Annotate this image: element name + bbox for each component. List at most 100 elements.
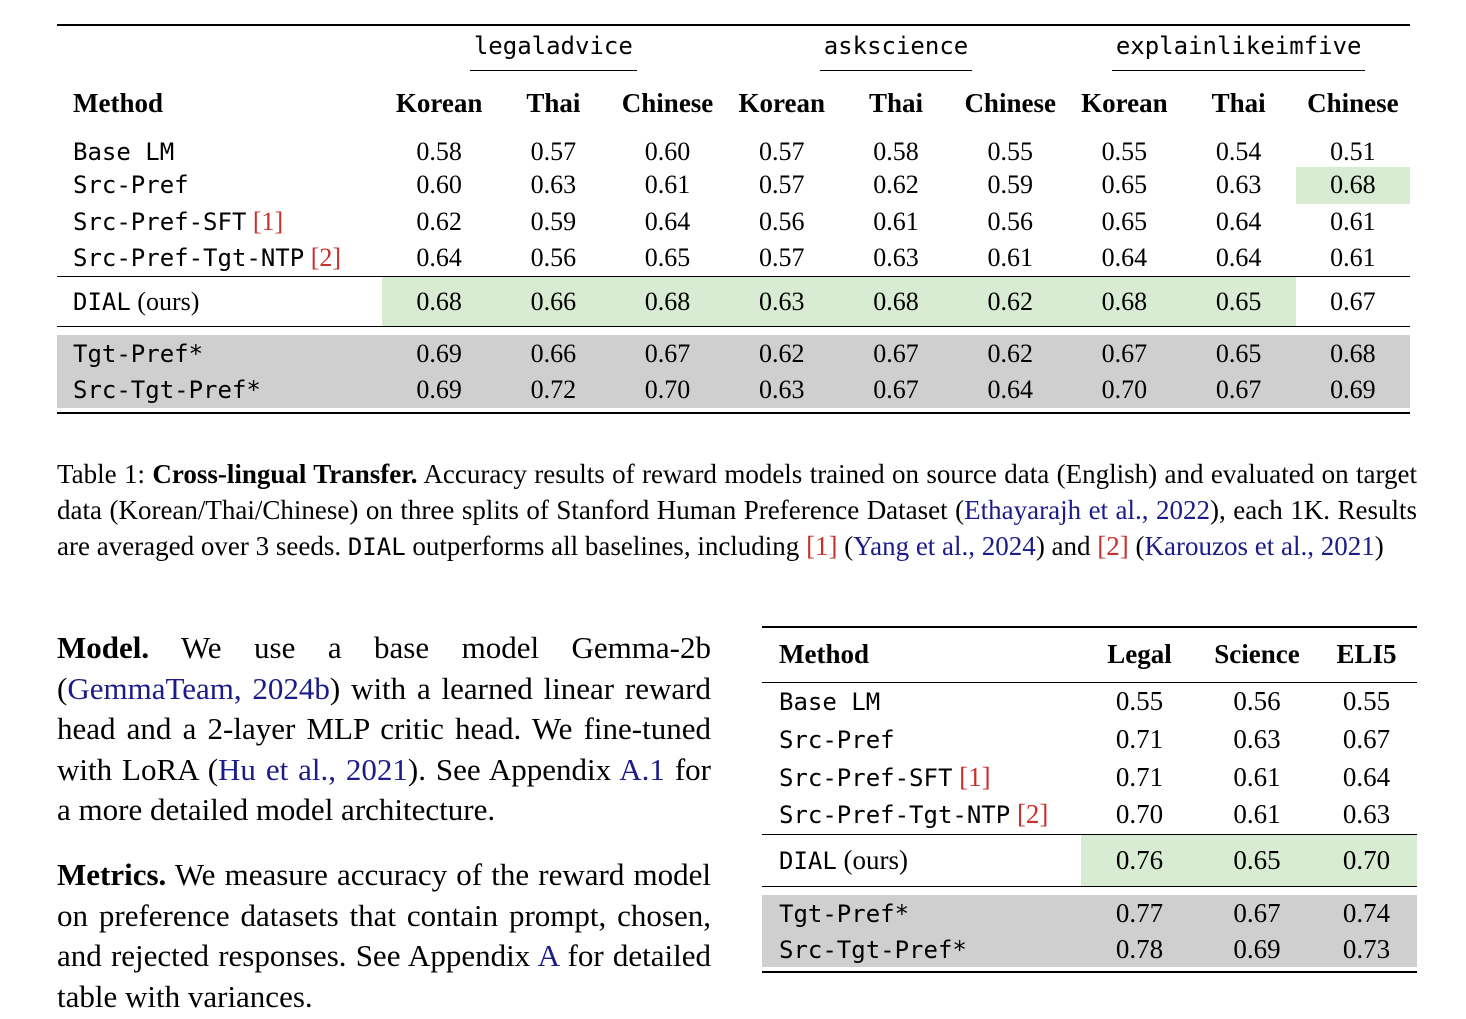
column-header-method: Method: [762, 626, 1081, 683]
value-cell: 0.64: [644, 206, 691, 236]
value-cell: 0.56: [759, 206, 805, 236]
value-cell: 0.63: [873, 243, 919, 272]
value-cell: 0.55: [987, 137, 1033, 166]
table-row-oracle: Src-Tgt-Pref* 0.78 0.69 0.73: [762, 932, 1417, 973]
value-cell: 0.51: [1330, 137, 1376, 166]
column-header-method: Method: [73, 87, 163, 118]
citation-link[interactable]: GemmaTeam, 2024b: [67, 670, 330, 706]
value-cell: 0.64: [1215, 243, 1262, 272]
value-cell: 0.72: [496, 372, 611, 414]
citation-link[interactable]: Karouzos et al., 2021: [1144, 531, 1375, 561]
citation-link[interactable]: [2]: [310, 243, 342, 272]
value-cell: 0.64: [1215, 206, 1262, 236]
value-cell: 0.71: [1115, 761, 1164, 792]
method-name: Src-Pref-SFT: [779, 763, 953, 792]
group-header-askscience: askscience: [724, 24, 1068, 77]
column-header-lang: Thai: [526, 87, 581, 118]
value-cell: 0.76: [1081, 833, 1198, 886]
caption-title: Cross-lingual Transfer.: [152, 459, 418, 489]
citation-link[interactable]: [1]: [959, 761, 991, 792]
group-header-legaladvice: legaladvice: [382, 24, 725, 77]
value-cell: 0.70: [1067, 372, 1182, 414]
citation-link[interactable]: [1]: [806, 531, 838, 561]
table-row-oracle: Tgt-Pref* 0.77 0.67 0.74: [762, 885, 1417, 932]
column-header-lang: Thai: [1211, 87, 1266, 118]
method-cell: Base LM: [57, 129, 382, 167]
column-header-lang: Korean: [738, 87, 826, 118]
column-header-lang: Chinese: [1307, 87, 1399, 118]
appendix-link[interactable]: A: [537, 938, 559, 974]
value-cell: 0.57: [759, 170, 805, 200]
table-2: Method Legal Science ELI5 Base LM 0.55 0.5…: [762, 626, 1417, 973]
value-cell: 0.67: [1295, 276, 1410, 327]
method-name: Src-Tgt-Pref*: [73, 376, 261, 404]
column-header-lang: Chinese: [964, 87, 1056, 118]
value-cell: 0.64: [416, 243, 462, 272]
method-cell: Src-Pref-Tgt-NTP [2]: [57, 240, 382, 277]
value-cell: 0.67: [838, 372, 954, 414]
paragraph-heading: Model.: [57, 630, 150, 665]
method-name: Tgt-Pref*: [779, 899, 910, 928]
value-cell: 0.66: [496, 326, 611, 373]
value-cell: 0.73: [1316, 932, 1417, 973]
paragraph-model: Model. We use a base model Gemma-2b (Gem…: [57, 630, 711, 828]
column-header-science: Science: [1198, 626, 1316, 683]
value-cell: 0.61: [1330, 243, 1376, 272]
column-header-eli5: ELI5: [1316, 626, 1417, 683]
value-cell: 0.64: [1342, 761, 1391, 792]
table-row: Base LM 0.55 0.56 0.55: [762, 682, 1417, 720]
value-cell: 0.55: [1101, 137, 1148, 166]
citation-link[interactable]: Hu et al., 2021: [218, 751, 408, 787]
table-row-ours: DIAL (ours) 0.68 0.66 0.68 0.63 0.68 0.62 0.68 0…: [57, 276, 1410, 327]
value-cell: 0.61: [1233, 761, 1281, 792]
citation-link[interactable]: Yang et al., 2024: [853, 531, 1036, 561]
citation-link[interactable]: [2]: [1016, 799, 1049, 830]
caption-label: Table 1:: [57, 459, 145, 489]
table-row: Base LM 0.58 0.57 0.60 0.57 0.58 0.55 0.55 0.54 0…: [57, 129, 1410, 167]
value-cell: 0.62: [953, 276, 1068, 327]
method-name: Src-Pref: [73, 171, 189, 200]
method-name: Src-Pref: [779, 725, 895, 754]
citation-link[interactable]: [1]: [252, 206, 284, 236]
value-cell: 0.71: [1115, 723, 1164, 754]
column-header-lang: Korean: [1081, 87, 1168, 118]
value-cell: 0.60: [416, 170, 462, 200]
method-name: Base LM: [779, 687, 881, 716]
method-cell: Src-Pref-Tgt-NTP [2]: [762, 796, 1081, 834]
appendix-link[interactable]: A.1: [619, 751, 665, 787]
method-suffix: (ours): [137, 286, 200, 316]
citation-link[interactable]: Ethayarajh et al., 2022: [964, 495, 1211, 525]
value-cell: 0.54: [1215, 137, 1262, 166]
table-row-oracle: Src-Tgt-Pref* 0.69 0.72 0.70 0.63 0.67 0.64 0.7…: [57, 372, 1410, 414]
table-1-caption: Table 1: Cross-lingual Transfer. Accurac…: [57, 459, 1418, 561]
value-cell: 0.68: [1295, 167, 1410, 204]
method-name: Src-Pref-Tgt-NTP: [779, 801, 1011, 830]
value-cell: 0.69: [1198, 932, 1316, 973]
method-name: DIAL: [73, 287, 131, 316]
table-row: Src-Pref 0.60 0.63 0.61 0.57 0.62 0.59 0.65 0.63…: [57, 167, 1410, 204]
method-name: DIAL: [347, 533, 406, 561]
column-header-lang: Korean: [395, 87, 483, 118]
value-cell: 0.69: [382, 372, 497, 414]
value-cell: 0.59: [530, 206, 577, 236]
method-name: Base LM: [73, 138, 175, 166]
body-text: Model. We use a base model Gemma-2b (Gem…: [57, 628, 711, 1019]
value-cell: 0.62: [953, 326, 1068, 373]
value-cell: 0.62: [873, 170, 919, 200]
table-row-oracle: Tgt-Pref* 0.69 0.66 0.67 0.62 0.67 0.62 0.67 0.6…: [57, 326, 1410, 373]
citation-link[interactable]: [2]: [1097, 531, 1129, 561]
table-row: Src-Pref-SFT [1] 0.62 0.59 0.64 0.56 0.61 0.56…: [57, 204, 1410, 241]
method-cell: Src-Pref-SFT [1]: [57, 204, 382, 241]
value-cell: 0.64: [953, 372, 1068, 414]
value-cell: 0.68: [838, 276, 954, 327]
value-cell: 0.55: [1342, 685, 1391, 716]
group-header-explainlikeimfive: explainlikeimfive: [1067, 24, 1410, 77]
value-cell: 0.57: [530, 137, 577, 166]
value-cell: 0.61: [873, 206, 919, 236]
value-cell: 0.68: [1067, 276, 1182, 327]
value-cell: 0.62: [416, 206, 462, 236]
method-name: Tgt-Pref*: [73, 339, 204, 368]
value-cell: 0.69: [1295, 372, 1410, 414]
value-cell: 0.67: [1181, 372, 1296, 414]
column-header-legal: Legal: [1081, 626, 1198, 683]
